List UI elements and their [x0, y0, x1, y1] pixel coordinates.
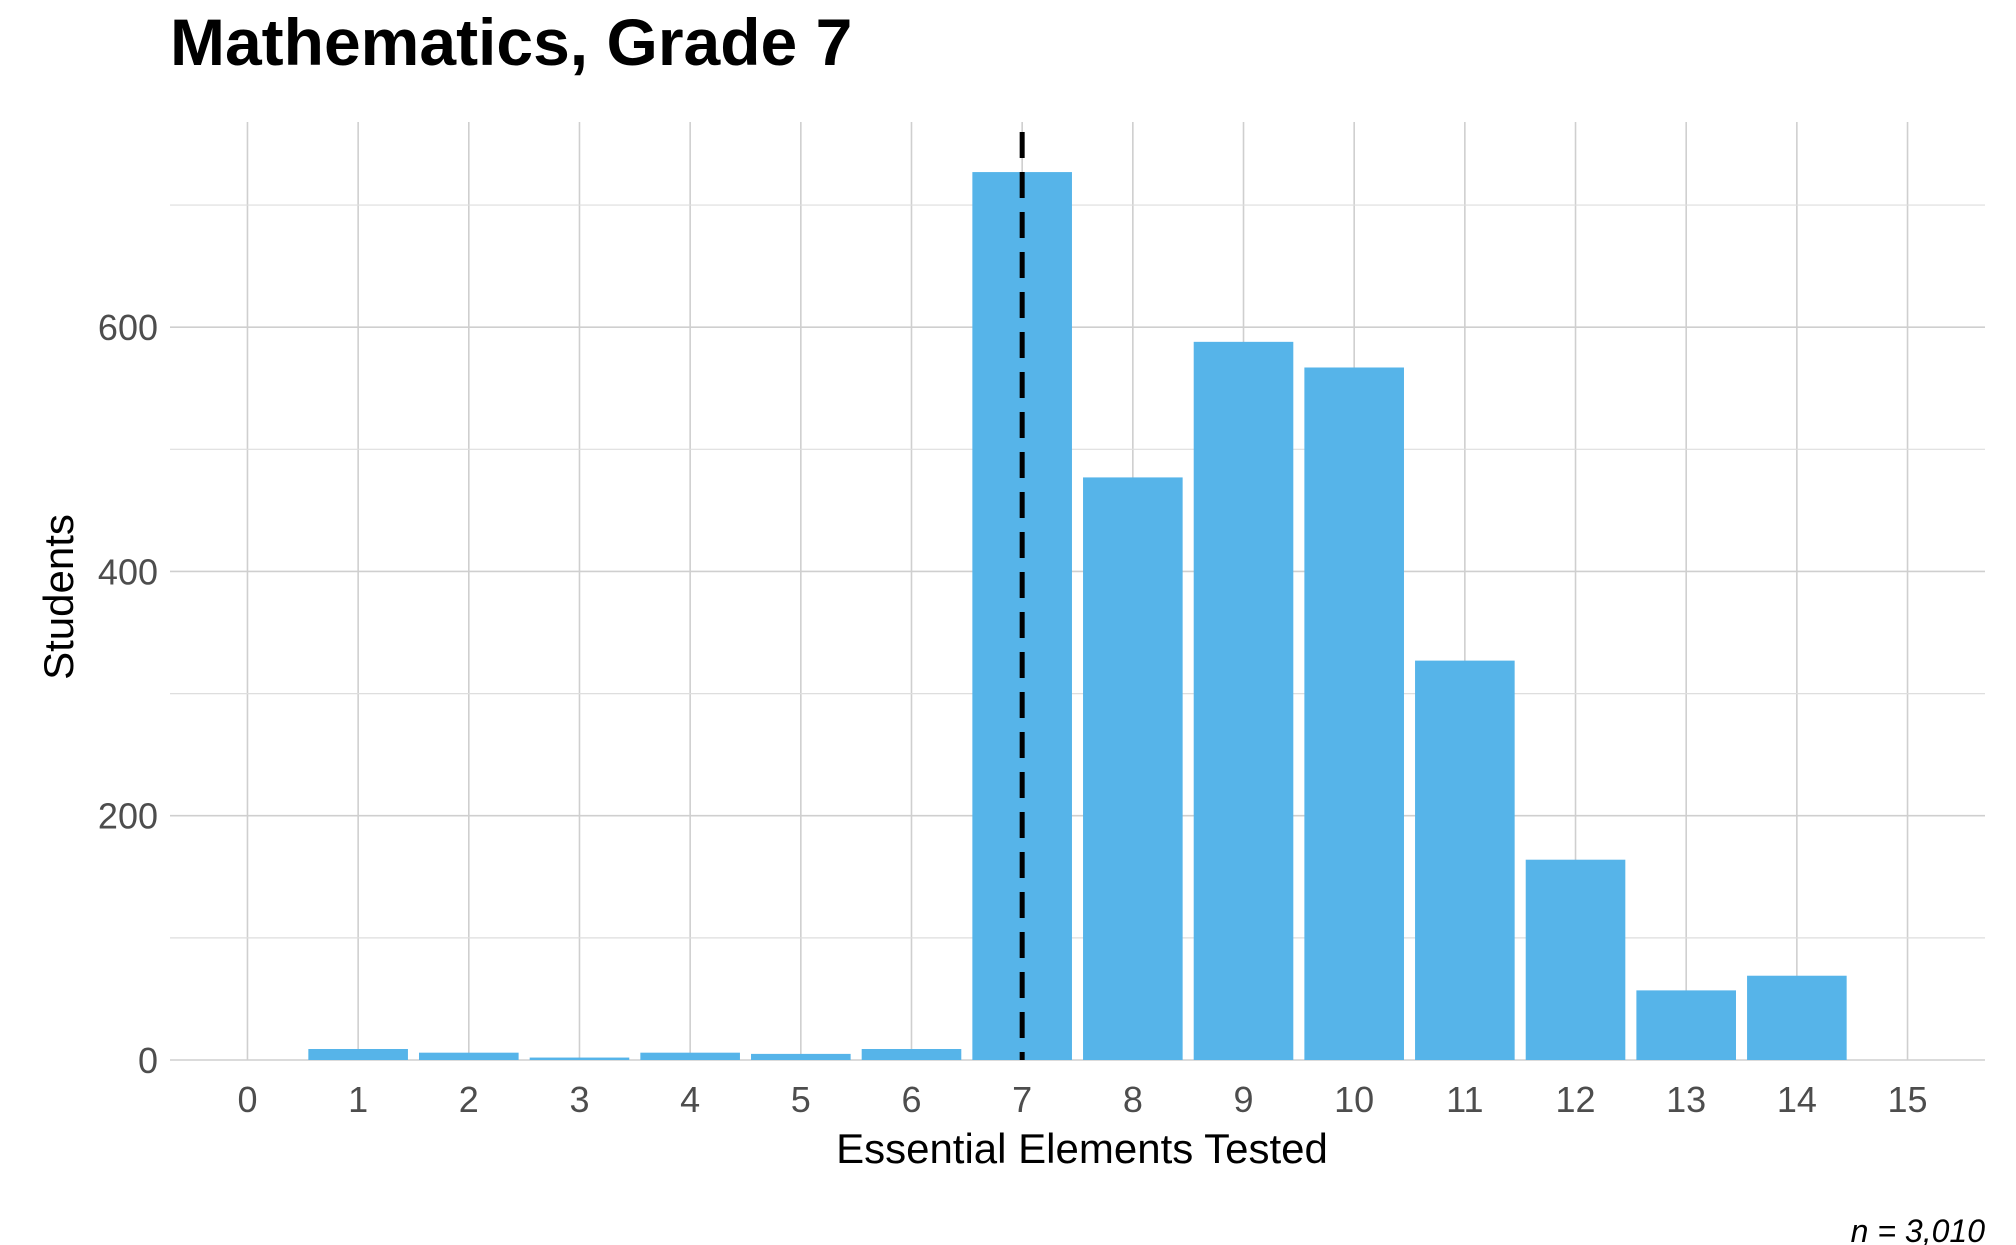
x-tick-label: 1: [348, 1079, 368, 1120]
x-tick-label: 0: [237, 1079, 257, 1120]
x-tick-label: 15: [1888, 1079, 1928, 1120]
x-tick-label: 14: [1777, 1079, 1817, 1120]
bars: [308, 172, 1847, 1061]
bar: [861, 1049, 962, 1060]
y-tick-label: 200: [98, 796, 158, 837]
x-tick-label: 6: [901, 1079, 921, 1120]
x-tick-label: 4: [680, 1079, 700, 1120]
y-tick-label: 600: [98, 307, 158, 348]
bar: [529, 1057, 630, 1060]
x-tick-label: 3: [569, 1079, 589, 1120]
bar: [1636, 990, 1736, 1060]
y-axis-ticks: 0 200 400 600: [98, 307, 158, 1081]
x-tick-label: 5: [791, 1079, 811, 1120]
chart-caption: n = 3,010: [1851, 1213, 1986, 1245]
x-tick-label: 13: [1666, 1079, 1706, 1120]
bar: [751, 1053, 851, 1060]
x-tick-label: 10: [1334, 1079, 1374, 1120]
gridlines: [170, 122, 1985, 1061]
bar: [419, 1052, 519, 1060]
x-axis-title: Essential Elements Tested: [836, 1125, 1328, 1172]
bar: [1083, 477, 1183, 1060]
chart-title: Mathematics, Grade 7: [170, 5, 852, 79]
y-tick-label: 400: [98, 551, 158, 592]
y-axis-title: Students: [35, 514, 82, 680]
bar: [1747, 975, 1847, 1060]
bar: [1304, 367, 1404, 1060]
x-tick-label: 9: [1233, 1079, 1253, 1120]
x-axis-ticks: 0 1 2 3 4 5 6 7 8 9 10 11 12 13 14 15: [237, 1079, 1927, 1120]
x-tick-label: 7: [1012, 1079, 1032, 1120]
x-tick-label: 11: [1446, 1079, 1483, 1120]
x-tick-label: 12: [1555, 1079, 1595, 1120]
bar: [1193, 341, 1294, 1060]
x-tick-label: 2: [459, 1079, 479, 1120]
bar: [308, 1049, 408, 1060]
x-tick-label: 8: [1123, 1079, 1143, 1120]
bar: [1415, 660, 1515, 1060]
y-tick-label: 0: [138, 1040, 158, 1081]
bar: [1525, 859, 1626, 1060]
bar: [640, 1052, 740, 1060]
